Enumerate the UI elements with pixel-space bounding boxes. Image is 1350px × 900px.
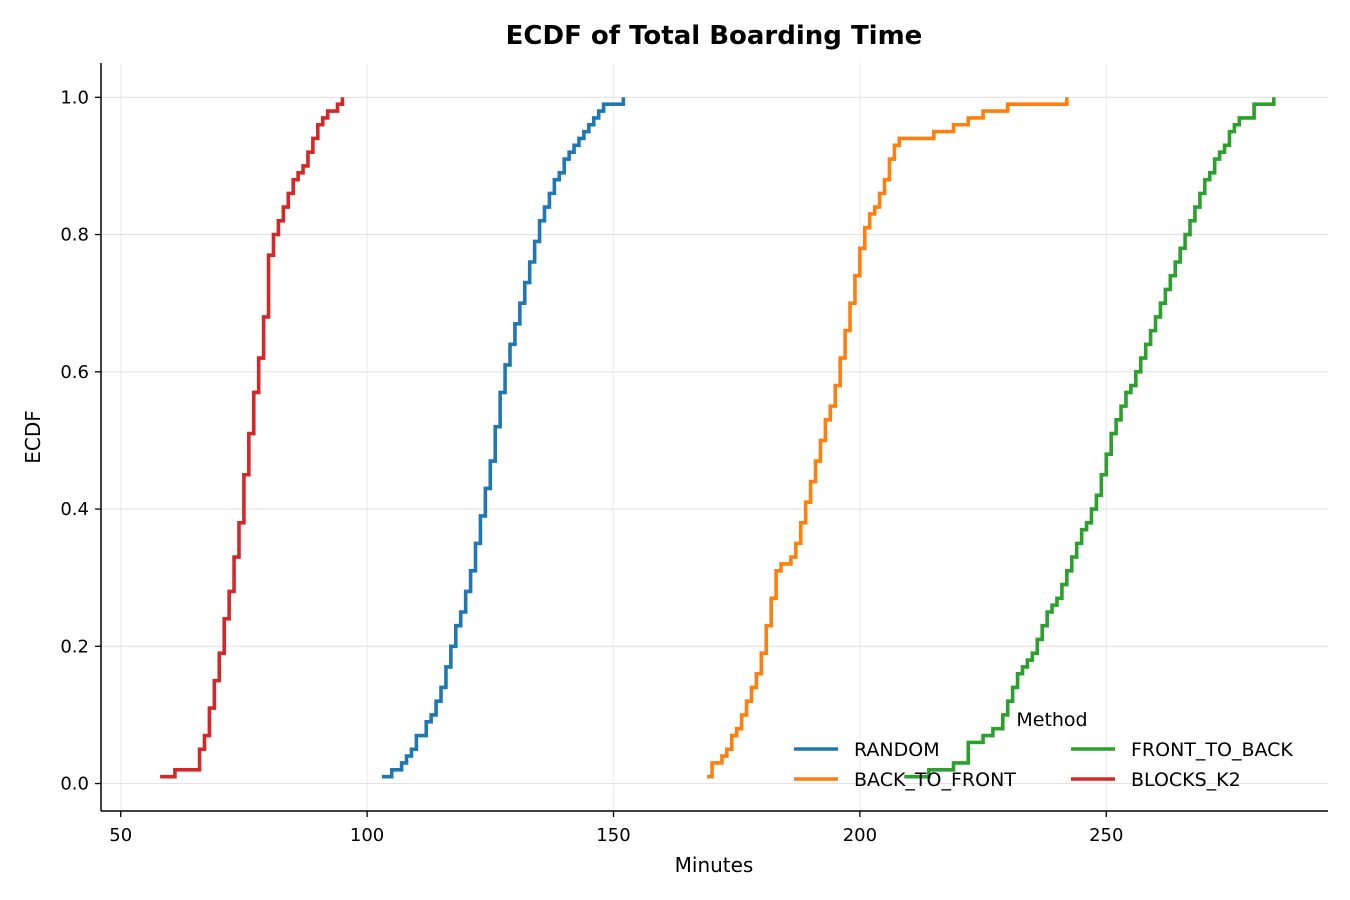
y-tick-label: 0.8 xyxy=(60,225,89,246)
y-tick-label: 0.6 xyxy=(60,362,89,383)
grid-lines xyxy=(101,63,1328,811)
axis-ticks: 50 100 150 200 250 0.0 0.2 0.4 0.6 0.8 1.0 xyxy=(60,87,1123,846)
x-tick-label: 250 xyxy=(1089,825,1123,846)
chart-title: ECDF of Total Boarding Time xyxy=(506,21,923,51)
x-tick-label: 150 xyxy=(596,825,630,846)
series-line-back-to-front xyxy=(707,97,1069,779)
y-tick-label: 1.0 xyxy=(60,87,89,108)
x-tick-label: 100 xyxy=(350,825,384,846)
legend-items: RANDOM BACK_TO_FRONT FRONT_TO_BACK BLOCKS_K… xyxy=(794,739,1293,791)
series-line-blocks-k2 xyxy=(160,97,345,779)
x-axis-label: Minutes xyxy=(675,853,754,877)
y-tick-label: 0.0 xyxy=(60,774,89,795)
y-tick-label: 0.2 xyxy=(60,636,89,657)
series-line-random xyxy=(381,97,626,779)
y-axis-label: ECDF xyxy=(21,410,45,464)
y-tick-label: 0.4 xyxy=(60,499,89,520)
series-line-front-to-back xyxy=(904,97,1276,779)
legend: Method RANDOM BACK_TO_FRONT FRONT_TO_BACK B… xyxy=(794,709,1293,791)
legend-label-random: RANDOM xyxy=(854,739,940,761)
x-tick-label: 200 xyxy=(843,825,877,846)
legend-label-back-to-front: BACK_TO_FRONT xyxy=(854,769,1016,791)
legend-title: Method xyxy=(1016,709,1087,731)
x-tick-label: 50 xyxy=(109,825,132,846)
series-layer xyxy=(160,97,1276,779)
legend-label-blocks-k2: BLOCKS_K2 xyxy=(1131,769,1241,791)
legend-label-front-to-back: FRONT_TO_BACK xyxy=(1131,739,1293,761)
